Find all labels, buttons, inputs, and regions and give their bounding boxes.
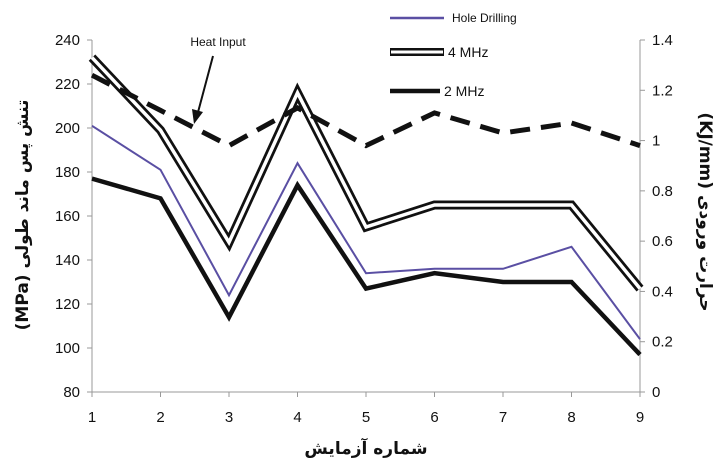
x-tick-label: 6 — [430, 409, 438, 426]
series-line-hole-drilling — [91, 124, 641, 340]
x-tick-label: 5 — [362, 409, 370, 426]
y-left-tick-label: 240 — [55, 32, 80, 49]
x-axis-title: شماره آزمایش — [304, 437, 427, 459]
y-axis-left-title: تنش پس ماند طولی (MPa) — [13, 100, 33, 331]
y-right-tick-label: 0 — [652, 384, 660, 401]
x-tick-label: 2 — [156, 409, 164, 426]
y-axis-right-title: حرارت ورودی (KJ/mm) — [695, 112, 715, 311]
y-left-tick-label: 220 — [55, 76, 80, 93]
y-left-tick-label: 120 — [55, 296, 80, 313]
legend: Hole Drilling 4 MHz 2 MHz — [390, 11, 517, 99]
y-right-tick-labels: 0 0.2 0.4 0.6 0.8 1 1.2 1.4 — [640, 32, 673, 401]
y-right-tick-label: 1 — [652, 133, 660, 150]
heat-input-arrowhead — [192, 109, 203, 124]
legend-label-4mhz: 4 MHz — [448, 44, 488, 60]
legend-label-hole-drilling: Hole Drilling — [452, 11, 517, 25]
y-right-tick-label: 1.2 — [652, 82, 673, 99]
y-right-tick-label: 0.2 — [652, 334, 673, 351]
y-right-tick-label: 0.8 — [652, 183, 673, 200]
series-line-heat-input — [90, 72, 641, 149]
x-tick-label: 3 — [225, 409, 233, 426]
y-right-tick-label: 0.6 — [652, 233, 673, 250]
y-right-tick-label: 0.4 — [652, 283, 673, 300]
x-tick-label: 4 — [293, 409, 301, 426]
x-tick-label: 1 — [88, 409, 96, 426]
legend-label-2mhz: 2 MHz — [444, 83, 484, 99]
y-left-tick-label: 200 — [55, 120, 80, 137]
y-right-tick-label: 1.4 — [652, 32, 673, 49]
series-layer — [88, 54, 644, 357]
x-tick-label: 8 — [567, 409, 575, 426]
x-tick-label: 7 — [499, 409, 507, 426]
heat-input-arrow — [196, 55, 214, 117]
heat-input-annotation: Heat Input — [190, 35, 246, 49]
series-line-4mhz-inner — [90, 56, 642, 290]
series-line-2mhz — [91, 176, 642, 357]
y-left-tick-label: 160 — [55, 208, 80, 225]
y-left-tick-label: 180 — [55, 164, 80, 181]
x-tick-label: 9 — [636, 409, 644, 426]
y-left-tick-label: 140 — [55, 252, 80, 269]
y-left-tick-labels: 80 100 120 140 160 180 200 220 240 — [55, 32, 92, 401]
y-left-tick-label: 100 — [55, 340, 80, 357]
series-line-4mhz-outline — [88, 54, 644, 292]
y-left-tick-label: 80 — [63, 384, 80, 401]
x-tick-labels: 1 2 3 4 5 6 7 8 9 — [88, 392, 644, 426]
